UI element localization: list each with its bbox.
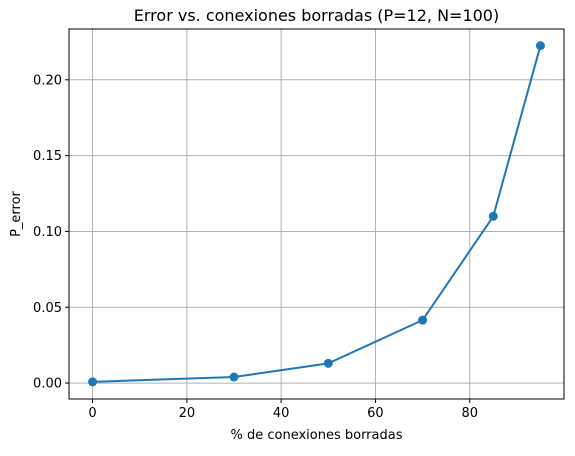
x-tick-label: 80	[461, 406, 478, 421]
data-point	[229, 372, 239, 382]
grid	[69, 29, 564, 399]
y-tick-label: 0.10	[33, 225, 62, 240]
y-tick-label: 0.05	[33, 301, 62, 316]
data-point	[488, 211, 498, 221]
chart-title: Error vs. conexiones borradas (P=12, N=1…	[134, 6, 499, 25]
x-tick-label: 0	[88, 406, 96, 421]
x-tick-label: 60	[367, 406, 384, 421]
y-tick-label: 0.00	[33, 377, 62, 392]
data-point	[323, 358, 333, 368]
y-tick-label: 0.15	[33, 149, 62, 164]
y-tick-label: 0.20	[33, 73, 62, 88]
series-line	[92, 45, 542, 383]
x-axis-label: % de conexiones borradas	[230, 428, 402, 443]
plot-frame	[68, 28, 565, 400]
x-tick-label: 20	[179, 406, 196, 421]
x-tick-label: 40	[273, 406, 290, 421]
data-point	[88, 377, 98, 387]
ticks: 0 20 40 60 80 0.00 0.05 0.10 0.15 0.20	[33, 73, 478, 421]
data-point	[418, 315, 428, 325]
series-layer	[88, 41, 545, 387]
data-point	[535, 41, 545, 51]
y-axis-label: P_error	[9, 190, 24, 236]
